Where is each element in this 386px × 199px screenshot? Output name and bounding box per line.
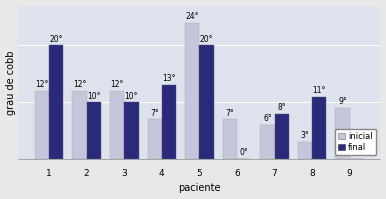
Bar	[110, 91, 124, 159]
Text: 10°: 10°	[125, 92, 138, 100]
Text: 24°: 24°	[186, 12, 199, 21]
Text: 12°: 12°	[110, 80, 124, 89]
Text: 7°: 7°	[225, 109, 234, 118]
Bar	[35, 91, 49, 159]
Bar	[223, 119, 237, 159]
Bar	[260, 125, 274, 159]
Legend: inicial, final: inicial, final	[335, 129, 376, 155]
Bar	[86, 102, 101, 159]
Bar	[200, 45, 214, 159]
Text: 9°: 9°	[338, 97, 347, 106]
Text: 12°: 12°	[73, 80, 86, 89]
Bar	[185, 23, 200, 159]
Text: 20°: 20°	[49, 35, 63, 44]
Bar	[162, 85, 176, 159]
Text: 12°: 12°	[35, 80, 49, 89]
Text: 0°: 0°	[352, 148, 361, 157]
Text: 10°: 10°	[87, 92, 100, 100]
Bar	[335, 108, 350, 159]
Y-axis label: grau de cobb: grau de cobb	[5, 50, 15, 115]
Bar	[312, 97, 327, 159]
Text: 11°: 11°	[313, 86, 326, 95]
Bar	[49, 45, 63, 159]
Text: 13°: 13°	[162, 74, 176, 84]
Text: 0°: 0°	[240, 148, 249, 157]
Text: 3°: 3°	[301, 131, 309, 140]
Text: 8°: 8°	[278, 103, 286, 112]
Bar	[147, 119, 162, 159]
Bar	[298, 142, 312, 159]
Bar	[124, 102, 139, 159]
Text: 7°: 7°	[150, 109, 159, 118]
Text: 20°: 20°	[200, 35, 213, 44]
Text: 6°: 6°	[263, 114, 272, 123]
X-axis label: paciente: paciente	[178, 183, 221, 193]
Bar	[274, 114, 289, 159]
Bar	[72, 91, 86, 159]
